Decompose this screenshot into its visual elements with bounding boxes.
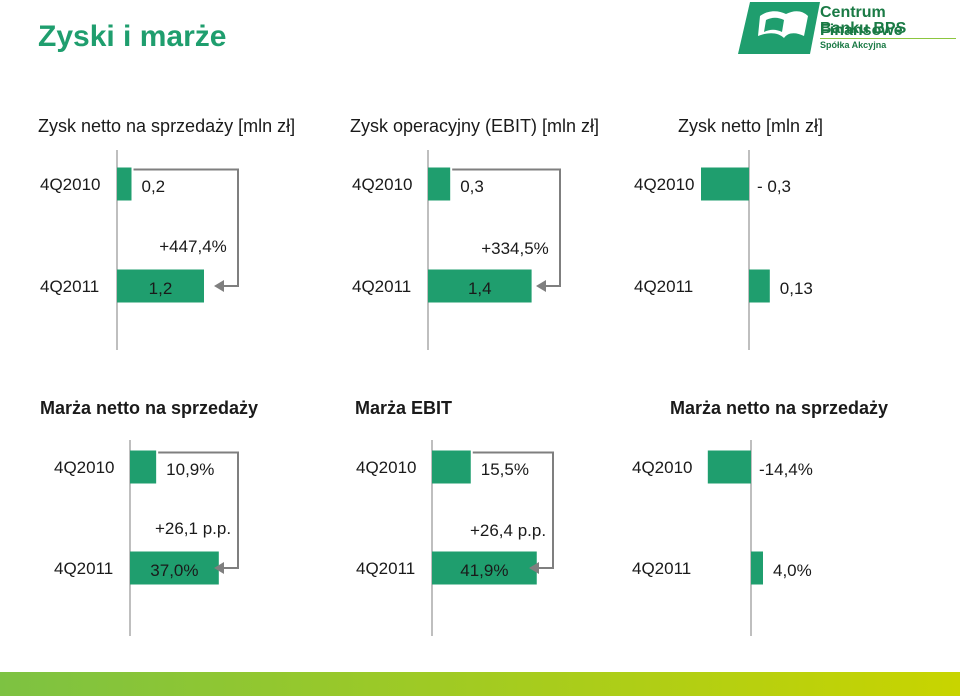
- change-label: +447,4%: [159, 237, 227, 256]
- change-connector: [452, 168, 561, 287]
- change-connector: [133, 168, 239, 287]
- bar-4Q2010: [428, 167, 451, 201]
- change-label: +334,5%: [481, 239, 549, 258]
- value-label: 0,13: [780, 279, 813, 298]
- category-label: 4Q2011: [634, 277, 693, 296]
- change-label: +26,1 p.p.: [155, 519, 231, 538]
- category-label: 4Q2011: [40, 277, 99, 296]
- chart-title: Zysk operacyjny (EBIT) [mln zł]: [350, 116, 599, 136]
- arrowhead-icon: [529, 562, 539, 574]
- bar-4Q2010: [707, 450, 751, 484]
- value-label: 1,4: [468, 279, 492, 298]
- bar-4Q2011: [130, 551, 219, 585]
- logo-line-3: Spółka Akcyjna: [820, 40, 887, 50]
- value-label: 4,0%: [773, 561, 812, 580]
- bar-4Q2011: [428, 269, 532, 303]
- bar-4Q2011: [117, 269, 204, 303]
- page-title: Zyski i marże: [38, 20, 227, 53]
- category-label: 4Q2010: [352, 175, 413, 194]
- value-label: 10,9%: [166, 460, 214, 479]
- category-label: 4Q2011: [352, 277, 411, 296]
- bar-4Q2011: [751, 551, 763, 585]
- arrowhead-icon: [214, 562, 224, 574]
- bar-4Q2010: [432, 450, 471, 484]
- bar-4Q2011: [432, 551, 537, 585]
- category-label: 4Q2010: [634, 175, 695, 194]
- category-label: 4Q2011: [632, 559, 691, 578]
- value-label: -14,4%: [759, 460, 813, 479]
- bar-4Q2010: [117, 167, 132, 201]
- arrowhead-icon: [214, 280, 224, 292]
- change-label: +26,4 p.p.: [470, 521, 546, 540]
- value-label: 1,2: [149, 279, 173, 298]
- value-label: 37,0%: [150, 561, 198, 580]
- bar-4Q2010: [701, 167, 749, 201]
- footer-bar: [0, 672, 960, 696]
- chart-title: Zysk netto na sprzedaży [mln zł]: [38, 116, 295, 136]
- value-label: 15,5%: [481, 460, 529, 479]
- value-label: 41,9%: [460, 561, 508, 580]
- logo-line-1: Centrum Finansowe: [820, 4, 903, 39]
- category-label: 4Q2011: [356, 559, 415, 578]
- bank-logo-icon: [738, 2, 820, 54]
- chart-title: Marża netto na sprzedaży: [670, 398, 888, 418]
- value-label: 0,2: [142, 177, 166, 196]
- bar-4Q2011: [749, 269, 770, 303]
- bar-4Q2010: [130, 450, 157, 484]
- chart-title: Marża EBIT: [355, 398, 452, 418]
- value-label: - 0,3: [757, 177, 791, 196]
- logo-divider: [820, 38, 956, 39]
- change-connector: [472, 451, 554, 569]
- arrowhead-icon: [536, 280, 546, 292]
- category-label: 4Q2010: [54, 458, 115, 477]
- category-label: 4Q2010: [632, 458, 693, 477]
- category-label: 4Q2010: [356, 458, 417, 477]
- category-label: 4Q2011: [54, 559, 113, 578]
- chart-title: Marża netto na sprzedaży: [40, 398, 258, 418]
- change-connector: [158, 451, 239, 569]
- category-label: 4Q2010: [40, 175, 101, 194]
- logo-line-2: Banku BPS: [820, 20, 907, 37]
- value-label: 0,3: [460, 177, 484, 196]
- chart-title: Zysk netto [mln zł]: [678, 116, 823, 136]
